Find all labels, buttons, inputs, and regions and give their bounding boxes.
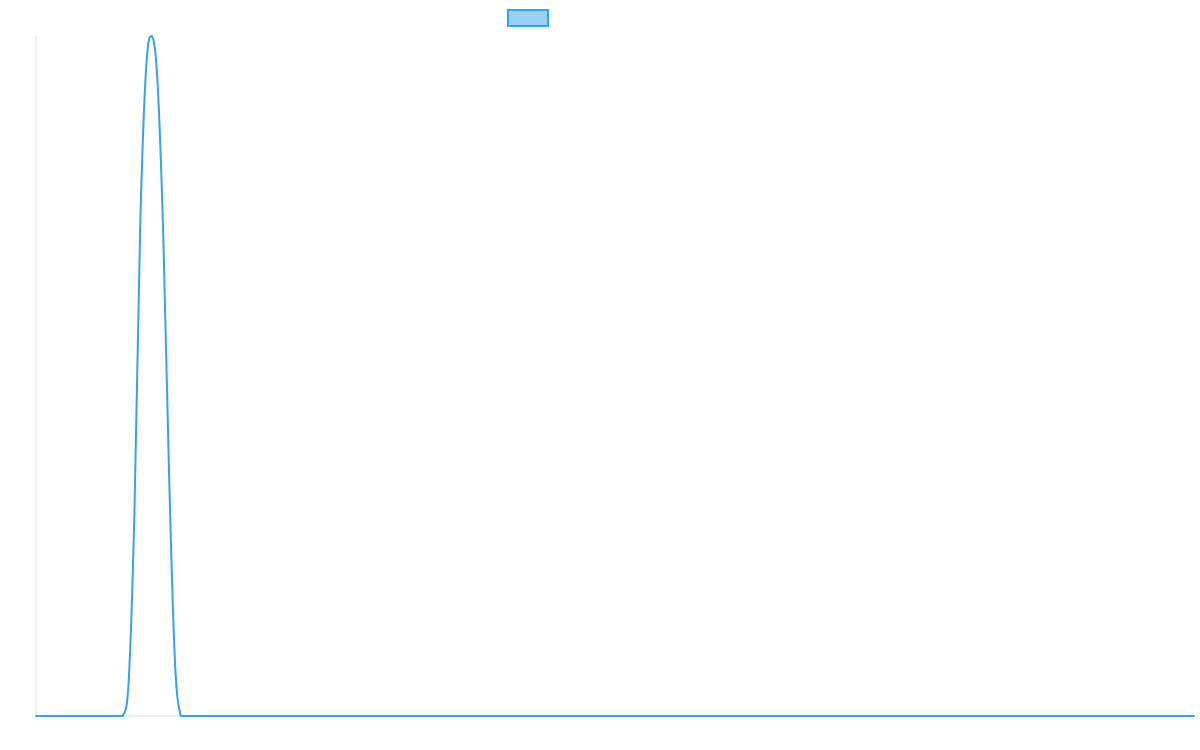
legend[interactable] xyxy=(507,9,549,27)
series-layer xyxy=(35,35,1195,717)
legend-swatch-0[interactable] xyxy=(507,9,549,27)
series-line-0 xyxy=(35,35,1195,717)
